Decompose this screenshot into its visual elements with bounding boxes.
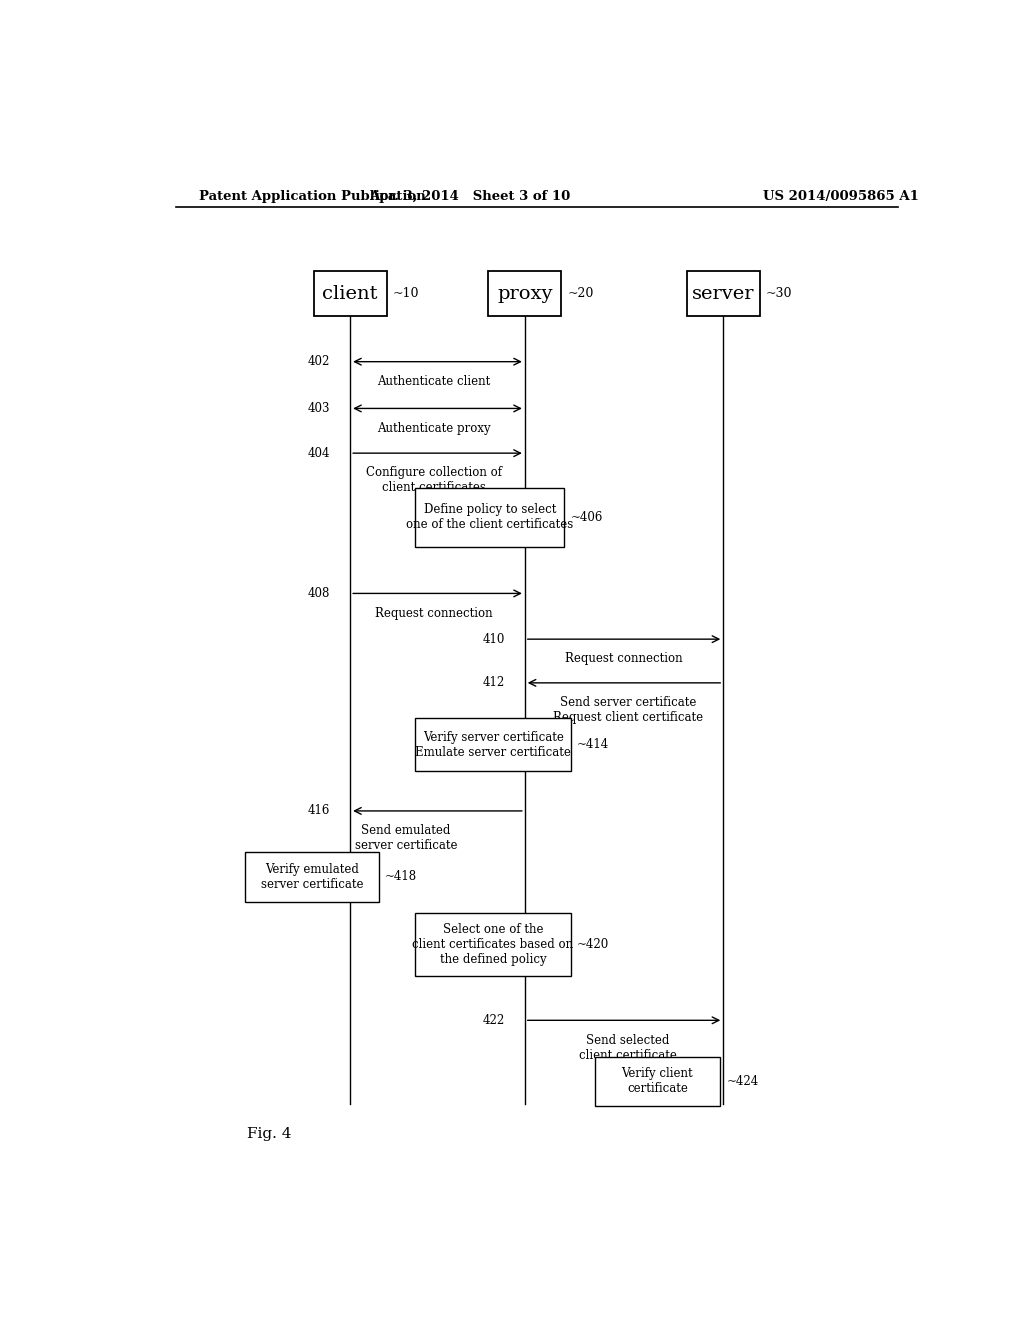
Text: 403: 403 xyxy=(308,401,331,414)
Text: Select one of the
client certificates based on
the defined policy: Select one of the client certificates ba… xyxy=(413,923,573,965)
Text: Verify server certificate
Emulate server certificate: Verify server certificate Emulate server… xyxy=(415,731,571,759)
Text: proxy: proxy xyxy=(497,285,553,302)
Text: ~30: ~30 xyxy=(766,286,793,300)
Text: ~420: ~420 xyxy=(578,937,609,950)
Text: ~424: ~424 xyxy=(726,1074,759,1088)
Text: Verify emulated
server certificate: Verify emulated server certificate xyxy=(261,863,364,891)
Text: Define policy to select
one of the client certificates: Define policy to select one of the clien… xyxy=(407,503,573,531)
Text: Apr. 3, 2014   Sheet 3 of 10: Apr. 3, 2014 Sheet 3 of 10 xyxy=(369,190,570,202)
Text: client: client xyxy=(323,285,378,302)
FancyBboxPatch shape xyxy=(416,487,564,546)
FancyBboxPatch shape xyxy=(488,271,561,315)
Text: Request connection: Request connection xyxy=(565,652,683,665)
Text: Send selected
client certificate: Send selected client certificate xyxy=(579,1034,677,1061)
Text: ~10: ~10 xyxy=(393,286,420,300)
Text: Verify client
certificate: Verify client certificate xyxy=(622,1068,693,1096)
Text: Fig. 4: Fig. 4 xyxy=(247,1127,292,1142)
FancyBboxPatch shape xyxy=(687,271,760,315)
Text: Authenticate proxy: Authenticate proxy xyxy=(377,421,490,434)
Text: US 2014/0095865 A1: US 2014/0095865 A1 xyxy=(763,190,919,202)
FancyBboxPatch shape xyxy=(246,851,379,903)
FancyBboxPatch shape xyxy=(416,718,570,771)
Text: Send emulated
server certificate: Send emulated server certificate xyxy=(354,824,457,853)
Text: Request connection: Request connection xyxy=(375,607,493,619)
FancyBboxPatch shape xyxy=(595,1057,720,1106)
Text: Authenticate client: Authenticate client xyxy=(377,375,490,388)
Text: ~20: ~20 xyxy=(567,286,594,300)
Text: 410: 410 xyxy=(482,632,505,645)
Text: Patent Application Publication: Patent Application Publication xyxy=(200,190,426,202)
Text: Send server certificate
Request client certificate: Send server certificate Request client c… xyxy=(553,696,703,725)
Text: server: server xyxy=(692,285,755,302)
Text: 404: 404 xyxy=(308,446,331,459)
Text: 408: 408 xyxy=(308,587,331,599)
Text: Configure collection of
client certificates: Configure collection of client certifica… xyxy=(366,466,502,495)
Text: ~406: ~406 xyxy=(570,511,603,524)
Text: ~418: ~418 xyxy=(385,870,417,883)
Text: 422: 422 xyxy=(482,1014,505,1027)
Text: 412: 412 xyxy=(482,676,505,689)
Text: ~414: ~414 xyxy=(578,738,609,751)
Text: 416: 416 xyxy=(308,804,331,817)
Text: 402: 402 xyxy=(308,355,331,368)
FancyBboxPatch shape xyxy=(313,271,387,315)
FancyBboxPatch shape xyxy=(416,912,570,975)
